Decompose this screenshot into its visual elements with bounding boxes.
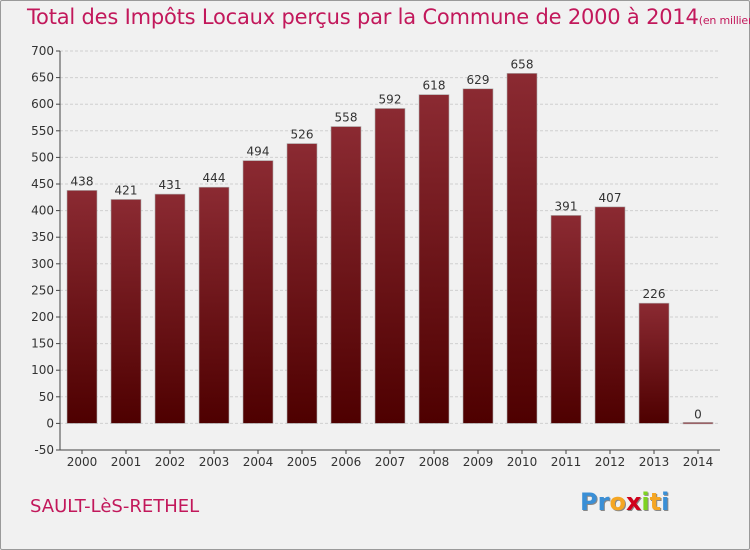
value-label: 444 [203,171,226,185]
x-tick-label: 2006 [331,455,362,469]
logo-letter: P [580,488,598,516]
value-label: 558 [335,111,358,125]
x-tick-label: 2007 [375,455,406,469]
y-tick-label: 350 [31,230,54,244]
x-axis: 2000 2001 2002 2003 2004 2005 2006 2007 2008 2009… [60,449,720,469]
y-tick-label: -50 [34,443,54,457]
bar-2008 [418,94,450,424]
logo-letter: r [597,488,610,516]
bar-2012 [594,206,626,424]
y-tick-label: 100 [31,363,54,377]
bar-2010 [506,73,538,424]
value-label: 407 [599,191,622,205]
y-tick-label: 400 [31,204,54,218]
bar-2007 [374,108,406,424]
y-tick-label: 250 [31,283,54,297]
chart-subtitle: (en milliers d'€) [698,14,750,27]
y-tick-label: 200 [31,310,54,324]
x-tick-label: 2009 [463,455,494,469]
y-tick-label: 50 [39,390,54,404]
value-label: 0 [694,407,702,421]
bar-2009 [462,88,494,424]
value-label: 438 [71,174,94,188]
bar-2003 [198,186,230,424]
y-tick-label: 600 [31,97,54,111]
value-label: 226 [643,287,666,301]
value-label: 494 [247,145,270,159]
proxiti-logo: Proxiti [580,488,669,516]
x-tick-label: 2008 [419,455,450,469]
x-tick-label: 2014 [683,455,714,469]
y-tick-label: 450 [31,177,54,191]
y-tick-label: 150 [31,337,54,351]
chart-title: Total des Impôts Locaux perçus par la Co… [27,5,750,29]
x-tick-label: 2012 [595,455,626,469]
value-label: 431 [159,178,182,192]
value-label: 526 [291,128,314,142]
x-tick-label: 2000 [67,455,98,469]
y-tick-label: 0 [46,416,54,430]
value-labels: 438 421 431 444 494 526 558 592 618 629 658 391 407 2… [71,57,702,421]
logo-letter: x [625,488,642,516]
logo-letter: i [661,488,670,516]
value-label: 629 [467,73,490,87]
bar-2005 [286,143,318,424]
bar-2014 [682,422,714,425]
bar-2013 [638,302,670,424]
value-label: 391 [555,199,578,213]
x-tick-label: 2010 [507,455,538,469]
value-label: 618 [423,79,446,93]
logo-letter: t [649,488,662,516]
bar-2004 [242,160,274,424]
bar-2006 [330,126,362,424]
x-tick-label: 2005 [287,455,318,469]
logo-letter: i [641,488,650,516]
y-tick-label: 500 [31,150,54,164]
value-label: 592 [379,92,402,106]
bar-2002 [154,193,186,424]
y-tick-label: 550 [31,124,54,138]
x-tick-label: 2001 [111,455,142,469]
x-tick-label: 2004 [243,455,274,469]
bar-2001 [110,199,142,424]
commune-name: SAULT-LèS-RETHEL [30,496,200,517]
bar-2011 [550,215,582,424]
x-tick-label: 2003 [199,455,230,469]
bars [66,73,714,425]
x-tick-label: 2002 [155,455,186,469]
y-tick-label: 650 [31,71,54,85]
logo-letter: o [609,488,626,516]
x-tick-label: 2011 [551,455,582,469]
value-label: 658 [511,57,534,71]
y-tick-label: 700 [31,44,54,58]
y-axis: -50 0 50 100 150 200 250 300 350 400 450 500 550 600 6… [31,44,61,457]
bar-2000 [66,190,98,424]
x-tick-label: 2013 [639,455,670,469]
chart-title-text: Total des Impôts Locaux perçus par la Co… [27,5,699,29]
value-label: 421 [115,183,138,197]
y-tick-label: 300 [31,257,54,271]
